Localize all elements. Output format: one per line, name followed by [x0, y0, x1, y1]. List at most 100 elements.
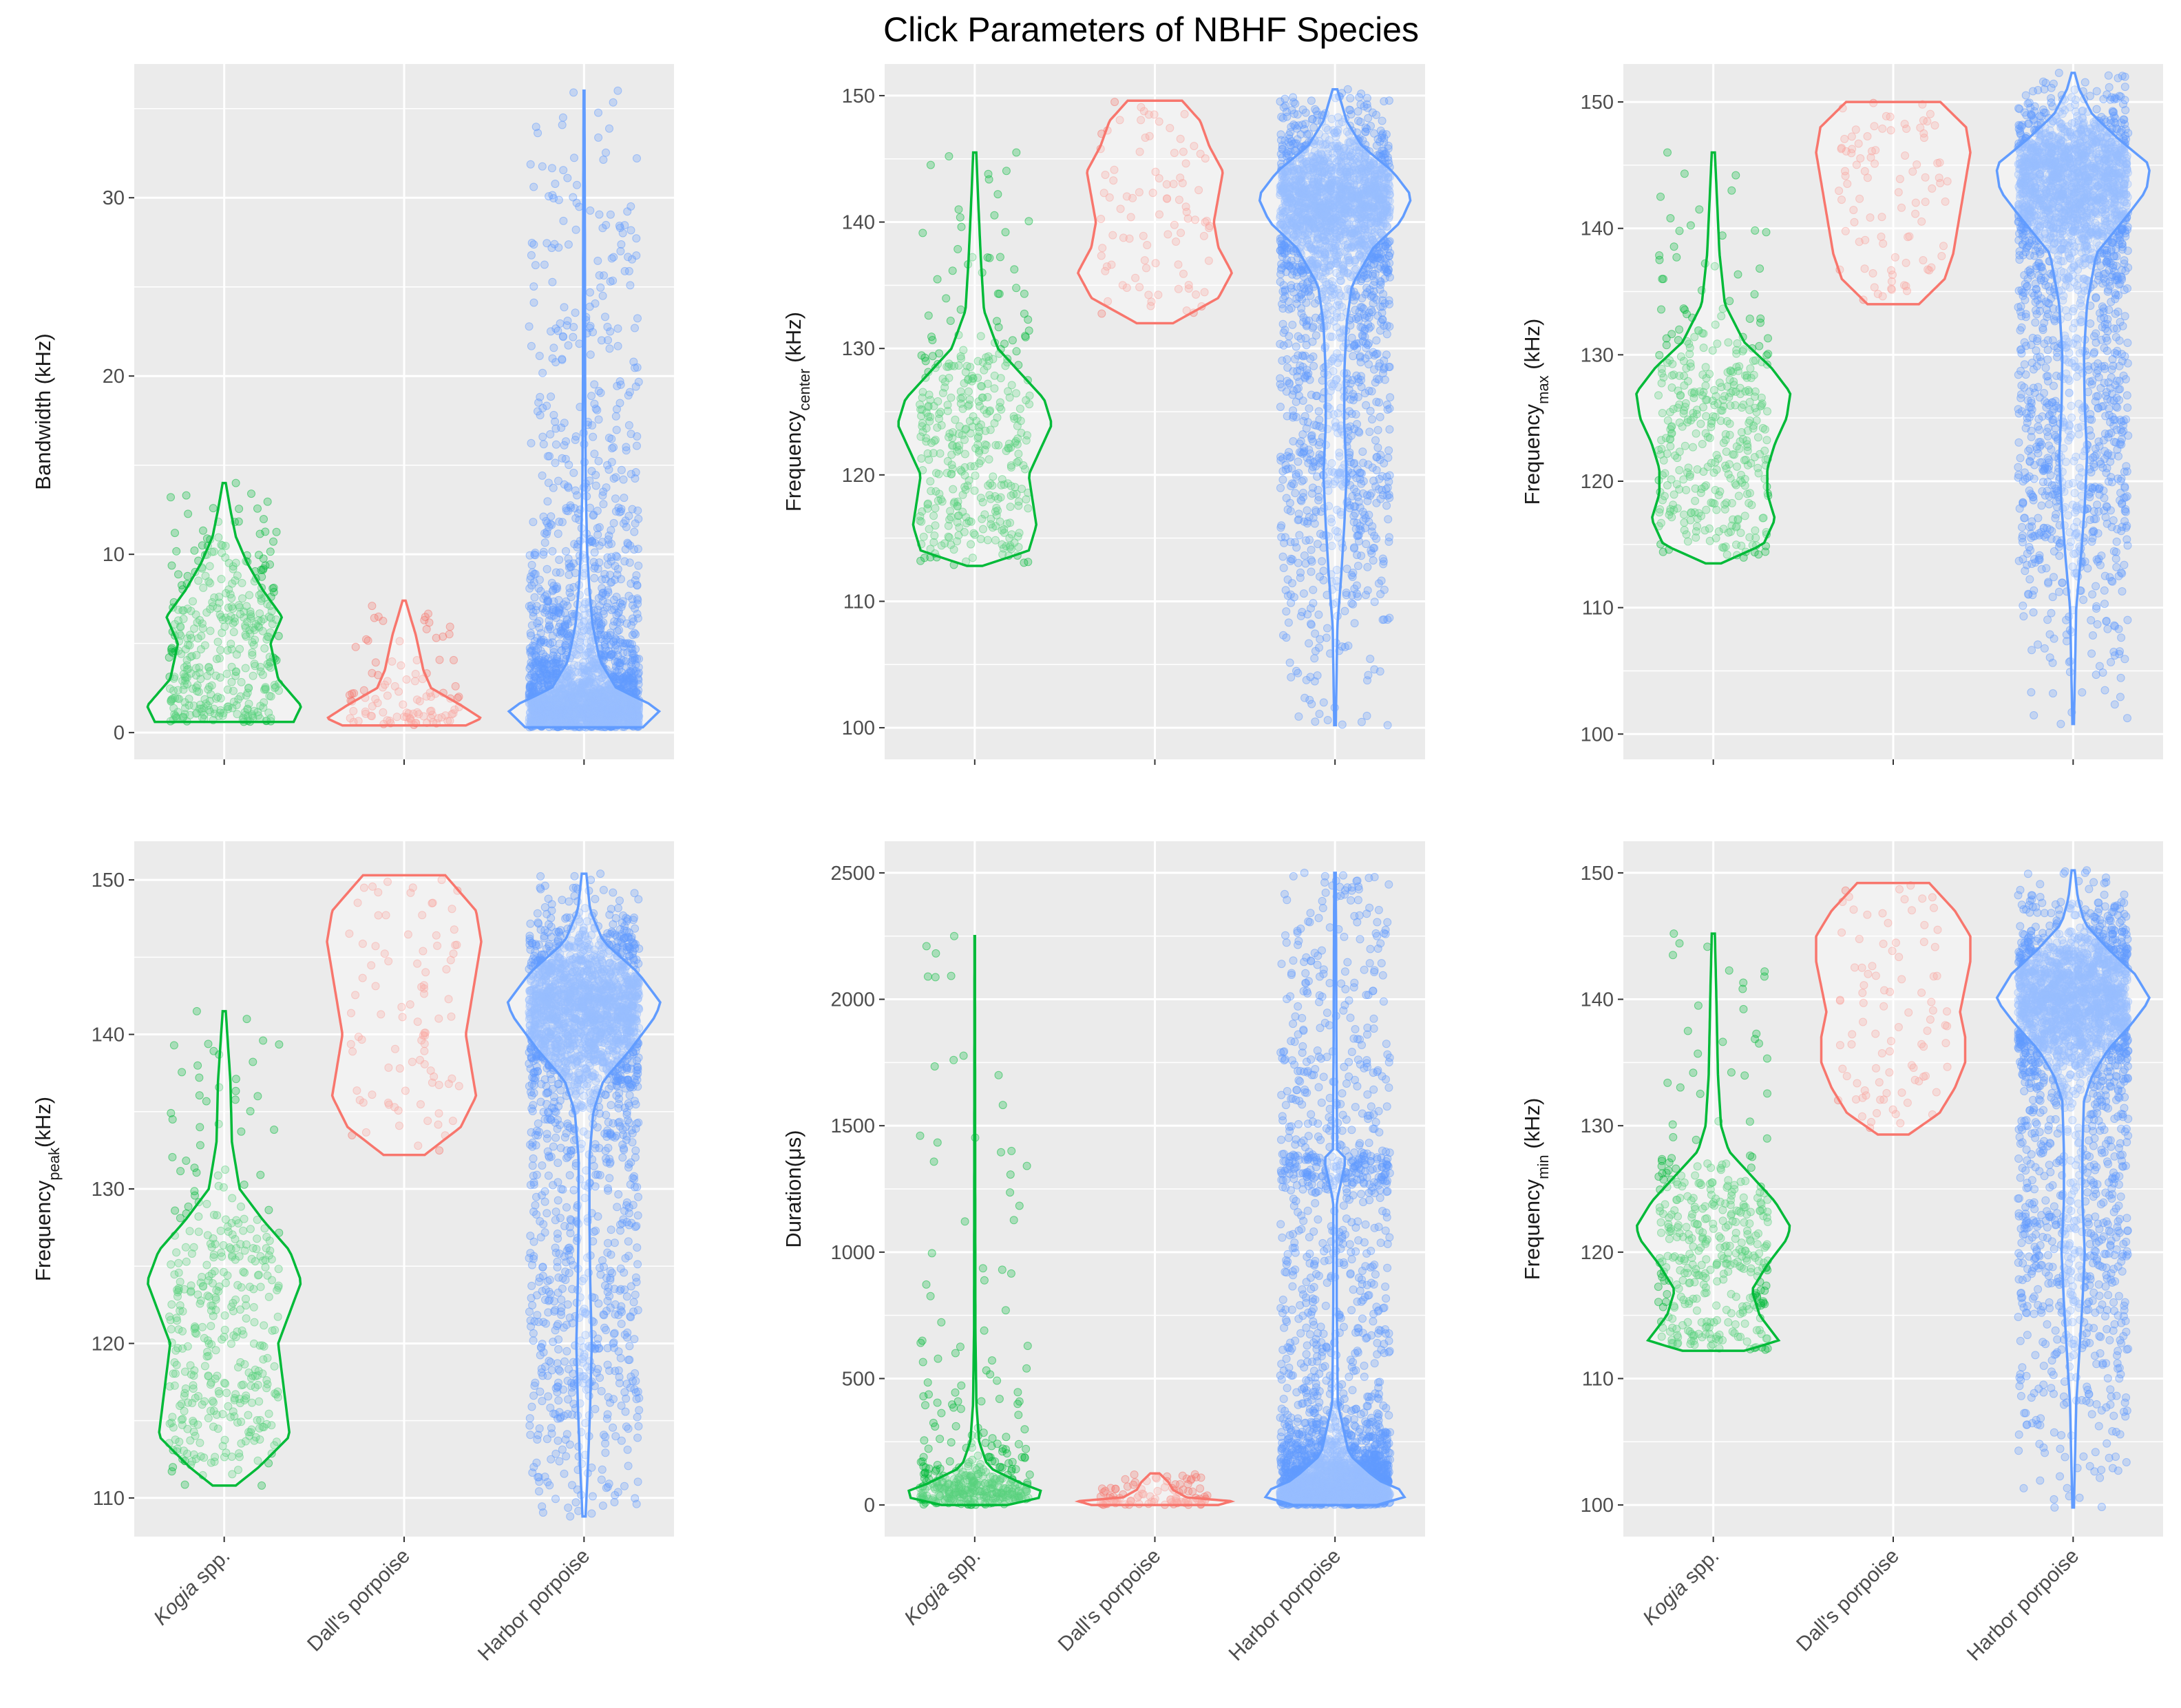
data-point	[1323, 624, 1331, 633]
data-point	[1366, 655, 1375, 663]
data-point	[956, 305, 965, 314]
data-point	[525, 688, 534, 697]
data-point	[529, 182, 538, 191]
data-point	[263, 497, 272, 506]
data-point	[617, 505, 626, 514]
data-point	[189, 597, 197, 606]
data-point	[594, 415, 603, 424]
data-point	[609, 474, 618, 483]
data-point	[620, 494, 629, 503]
data-point	[534, 129, 542, 138]
data-point	[1276, 374, 1285, 383]
data-point	[601, 313, 609, 321]
data-point	[1378, 315, 1387, 324]
data-point	[990, 211, 999, 220]
data-point	[559, 166, 568, 175]
data-point	[626, 640, 634, 649]
data-point	[234, 517, 243, 526]
data-point	[568, 609, 577, 618]
data-point	[1365, 428, 1374, 436]
data-point	[172, 547, 181, 556]
data-point	[539, 512, 548, 521]
data-point	[1372, 336, 1381, 345]
data-point	[573, 180, 581, 189]
data-point	[609, 98, 618, 107]
outlier-point	[954, 205, 963, 214]
data-point	[540, 260, 549, 269]
outlier-point	[598, 224, 607, 233]
data-point	[548, 277, 557, 286]
data-point	[585, 324, 594, 333]
data-point	[547, 164, 556, 173]
data-point	[1376, 494, 1385, 503]
data-point	[628, 681, 637, 690]
data-point	[1289, 593, 1298, 602]
data-point	[1380, 97, 1389, 106]
data-point	[1375, 398, 1383, 407]
data-point	[527, 341, 536, 350]
data-point	[1370, 598, 1379, 607]
data-point	[1294, 668, 1303, 677]
data-point	[607, 458, 616, 467]
outlier-point	[616, 246, 625, 255]
data-point	[531, 569, 540, 578]
data-point	[540, 538, 549, 547]
data-point	[1290, 355, 1299, 363]
data-point	[603, 322, 612, 331]
data-point	[616, 380, 625, 389]
data-point	[1290, 109, 1298, 118]
data-point	[1349, 352, 1358, 361]
data-point	[203, 671, 212, 680]
data-point	[631, 382, 640, 391]
data-point	[551, 424, 560, 433]
data-point	[554, 603, 563, 612]
data-point	[565, 571, 573, 579]
data-point	[598, 575, 607, 584]
outlier-point	[1012, 148, 1021, 157]
data-point	[562, 636, 571, 645]
data-point	[605, 124, 613, 133]
data-point	[615, 599, 624, 607]
data-point	[1358, 323, 1367, 332]
data-point	[631, 519, 640, 528]
outlier-point	[606, 277, 615, 286]
data-point	[560, 419, 569, 428]
data-point	[1313, 671, 1322, 680]
data-point	[546, 520, 555, 528]
outlier-point	[247, 489, 255, 498]
data-point	[1361, 354, 1370, 363]
data-point	[559, 216, 568, 225]
data-point	[563, 602, 572, 610]
data-point	[549, 344, 558, 352]
data-point	[1342, 565, 1351, 573]
data-point	[563, 317, 572, 325]
outlier-point	[613, 86, 622, 95]
data-point	[1338, 720, 1347, 729]
outlier-point	[598, 291, 607, 300]
data-point	[617, 465, 626, 474]
data-point	[1369, 556, 1378, 565]
data-point	[562, 547, 570, 556]
data-point	[571, 225, 580, 234]
data-point	[527, 251, 536, 260]
data-point	[594, 456, 603, 465]
data-point	[590, 399, 599, 408]
data-point	[538, 432, 547, 441]
data-point	[259, 554, 268, 563]
data-point	[362, 635, 370, 644]
data-point	[570, 154, 578, 162]
data-point	[633, 314, 642, 323]
data-point	[630, 629, 639, 637]
data-point	[1289, 437, 1298, 445]
outlier-point	[984, 169, 993, 178]
data-point	[1278, 319, 1287, 328]
data-point	[1286, 557, 1295, 565]
data-point	[548, 547, 557, 556]
data-point	[1370, 531, 1379, 540]
data-point	[1276, 270, 1285, 279]
data-point	[1309, 123, 1318, 132]
data-point	[549, 658, 558, 667]
data-point	[1285, 332, 1294, 341]
data-point	[942, 294, 951, 303]
data-point	[201, 571, 210, 580]
